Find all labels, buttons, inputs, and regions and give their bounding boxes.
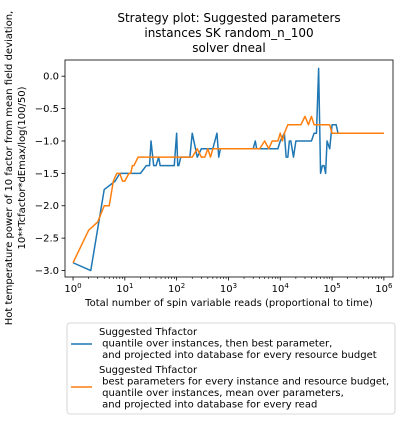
x-tick-label: 105 <box>323 282 340 295</box>
chart-title-line-1: Strategy plot: Suggested parameters <box>117 11 340 25</box>
legend: Suggested Thfactor quantile over instanc… <box>66 322 396 415</box>
y-tick-label: −1.5 <box>35 169 59 180</box>
x-axis-ticks: 100 101 102 103 104 105 106 <box>64 277 393 295</box>
x-tick-label: 101 <box>116 282 133 295</box>
plot-lines <box>72 67 384 272</box>
y-tick-label: 0.0 <box>43 72 59 83</box>
x-tick-label: 102 <box>168 282 185 295</box>
y-tick-label: −1.0 <box>35 136 59 147</box>
chart-title-line-2: instances SK random_n_100 <box>144 26 313 40</box>
x-tick-label: 106 <box>375 282 393 295</box>
x-axis-label: Total number of spin variable reads (pro… <box>84 298 373 309</box>
y-tick-label: −2.0 <box>35 201 59 212</box>
x-tick-label: 103 <box>220 282 237 295</box>
chart-title-line-3: solver dneal <box>192 41 265 55</box>
legend-label-series-2: Suggested Thfactor best parameters for e… <box>99 365 389 411</box>
legend-box <box>66 322 396 415</box>
y-tick-label: −0.5 <box>35 104 59 115</box>
plot-frame <box>64 59 394 278</box>
y-tick-label: −3.0 <box>35 266 59 277</box>
series-line-1 <box>72 67 384 272</box>
y-axis-ticks: 0.0 −0.5 −1.0 −1.5 −2.0 −2.5 −3.0 <box>35 72 65 277</box>
y-tick-label: −2.5 <box>35 234 59 245</box>
y-axis-label-line-2: 10**Tcfactor*dEmax/log(100/50) <box>17 86 28 249</box>
legend-label-series-1: Suggested Thfactor quantile over instanc… <box>99 327 377 361</box>
series-line-2 <box>72 115 384 264</box>
x-tick-label: 104 <box>272 282 290 295</box>
y-axis-label-line-1: Hot temperature power of 10 factor from … <box>4 11 15 325</box>
x-tick-label: 100 <box>64 282 81 295</box>
